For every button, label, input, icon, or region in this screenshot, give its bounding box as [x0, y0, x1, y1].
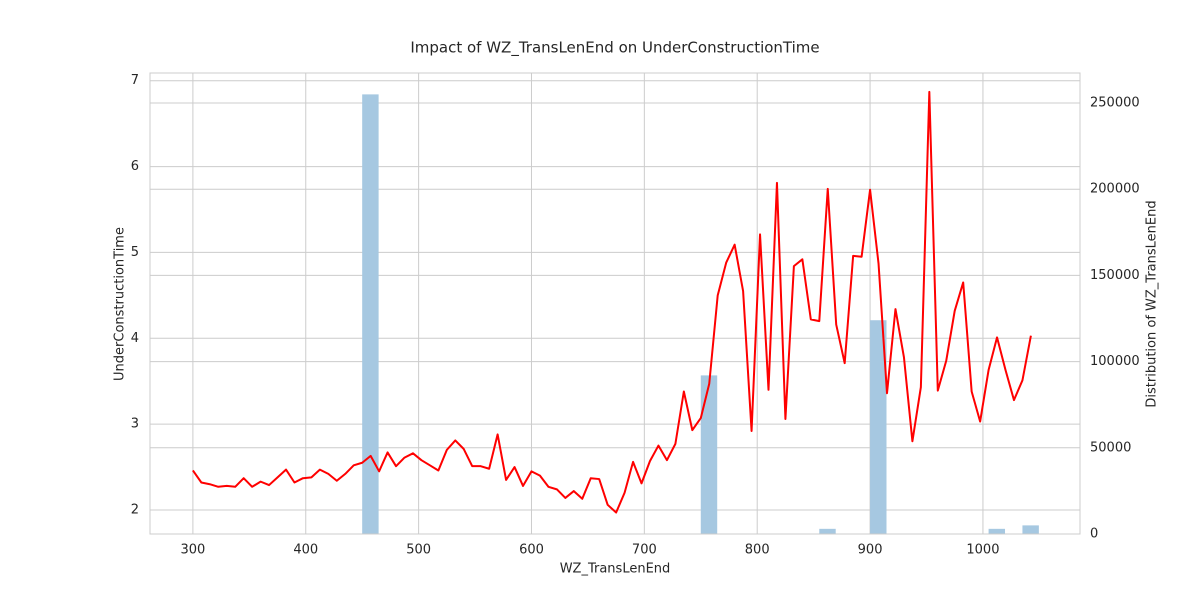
y2-tick-label: 200000 — [1090, 182, 1140, 197]
y2-tick-label: 150000 — [1090, 268, 1140, 283]
y-tick-label: 6 — [131, 159, 139, 174]
x-tick-label: 300 — [180, 543, 205, 558]
y2-tick-label: 50000 — [1090, 440, 1131, 455]
histogram-bar — [988, 528, 1006, 534]
chart-title: Impact of WZ_TransLenEnd on UnderConstru… — [410, 39, 819, 58]
histogram-bar — [819, 528, 836, 534]
histogram-bar — [362, 94, 379, 534]
x-tick-label: 700 — [632, 543, 657, 558]
marks-layer — [192, 90, 1039, 534]
y2-axis-label: Distribution of WZ_TransLenEnd — [1145, 200, 1160, 407]
y2-tick-label: 250000 — [1090, 95, 1140, 110]
y-tick-label: 7 — [131, 73, 139, 88]
x-tick-label: 400 — [293, 543, 318, 558]
x-tick-label: 500 — [406, 543, 431, 558]
y-tick-label: 2 — [131, 502, 139, 517]
x-axis-label: WZ_TransLenEnd — [560, 562, 671, 577]
y2-tick-label: 0 — [1090, 527, 1098, 542]
plot-frame — [149, 72, 1081, 535]
y-tick-label: 4 — [131, 331, 139, 346]
x-tick-label: 600 — [519, 543, 544, 558]
histogram-bar — [700, 375, 718, 534]
line-series — [192, 90, 1032, 514]
x-tick-label: 1000 — [966, 543, 999, 558]
x-tick-label: 900 — [858, 543, 883, 558]
y-tick-label: 5 — [131, 245, 139, 260]
histogram-bar — [1022, 525, 1039, 534]
x-tick-label: 800 — [745, 543, 770, 558]
y-tick-label: 3 — [131, 417, 139, 432]
histogram-bar — [870, 320, 887, 534]
y-axis-label: UnderConstructionTime — [113, 227, 128, 381]
y2-tick-label: 100000 — [1090, 354, 1140, 369]
